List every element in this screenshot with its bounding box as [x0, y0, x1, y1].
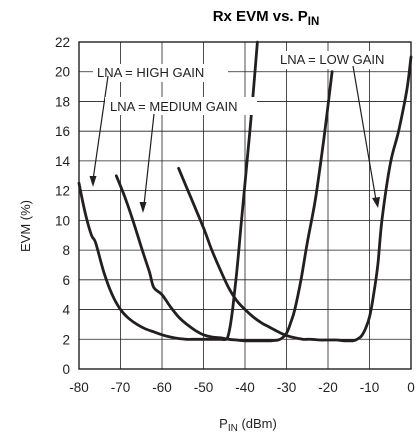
arrow-low-gain — [352, 65, 377, 201]
x-axis-label: PIN (dBm) — [219, 416, 277, 433]
plot-frame — [78, 41, 412, 370]
x-tick-label: -10 — [360, 380, 380, 395]
y-tick-label: 10 — [55, 213, 70, 228]
x-tick-label: -20 — [318, 380, 338, 395]
x-tick-label: -60 — [152, 380, 172, 395]
y-tick-label: 18 — [55, 94, 70, 109]
series-line-medium-gain — [114, 70, 334, 343]
arrow-head-high-gain — [89, 176, 97, 187]
x-tick-label: -50 — [194, 380, 214, 395]
y-tick-label: 16 — [55, 124, 70, 139]
y-tick-label: 4 — [62, 303, 70, 318]
x-axis-label-main: P — [219, 416, 228, 431]
series-line-high-gain — [77, 40, 259, 342]
x-axis-label-unit: (dBm) — [238, 416, 277, 431]
y-tick-label: 22 — [55, 35, 70, 50]
y-tick-label: 12 — [55, 184, 70, 199]
annot-bg-medium — [105, 97, 257, 115]
annot-low-gain: LNA = LOW GAIN — [280, 52, 384, 67]
chart-title: Rx EVM vs. PIN — [213, 8, 320, 28]
x-tick-label: -80 — [69, 380, 89, 395]
y-tick-labels: 0 2 4 6 8 10 12 14 16 18 20 22 — [55, 35, 71, 377]
series-group — [77, 40, 413, 343]
series-line-low-gain — [177, 55, 413, 343]
x-tick-label: -30 — [277, 380, 297, 395]
y-axis-label: EVM (%) — [18, 200, 33, 252]
annot-bg-high — [93, 64, 228, 82]
x-tick-label: -40 — [235, 380, 255, 395]
y-tick-label: 2 — [62, 332, 70, 347]
annotations: LNA = HIGH GAIN LNA = MEDIUM GAIN LNA = … — [89, 51, 394, 213]
y-tick-label: 8 — [62, 243, 70, 258]
y-tick-label: 14 — [55, 154, 71, 169]
annot-high-gain: LNA = HIGH GAIN — [97, 65, 204, 80]
arrow-head-medium-gain — [139, 202, 147, 213]
x-tick-label: -70 — [111, 380, 131, 395]
y-tick-label: 20 — [55, 65, 70, 80]
arrow-head-low-gain — [372, 197, 380, 208]
arrow-high-gain — [92, 75, 109, 181]
chart-title-subscript: IN — [308, 16, 320, 28]
chart-title-main: Rx EVM vs. P — [213, 8, 308, 25]
x-tick-label: 0 — [407, 380, 415, 395]
y-tick-label: 6 — [62, 273, 70, 288]
annot-bg-low — [276, 51, 394, 69]
y-tick-label: 0 — [62, 362, 70, 377]
arrow-medium-gain — [143, 113, 155, 206]
annot-medium-gain: LNA = MEDIUM GAIN — [110, 99, 238, 114]
x-axis-label-subscript: IN — [228, 423, 238, 433]
x-tick-labels: -80 -70 -60 -50 -40 -30 -20 -10 0 — [69, 380, 415, 395]
